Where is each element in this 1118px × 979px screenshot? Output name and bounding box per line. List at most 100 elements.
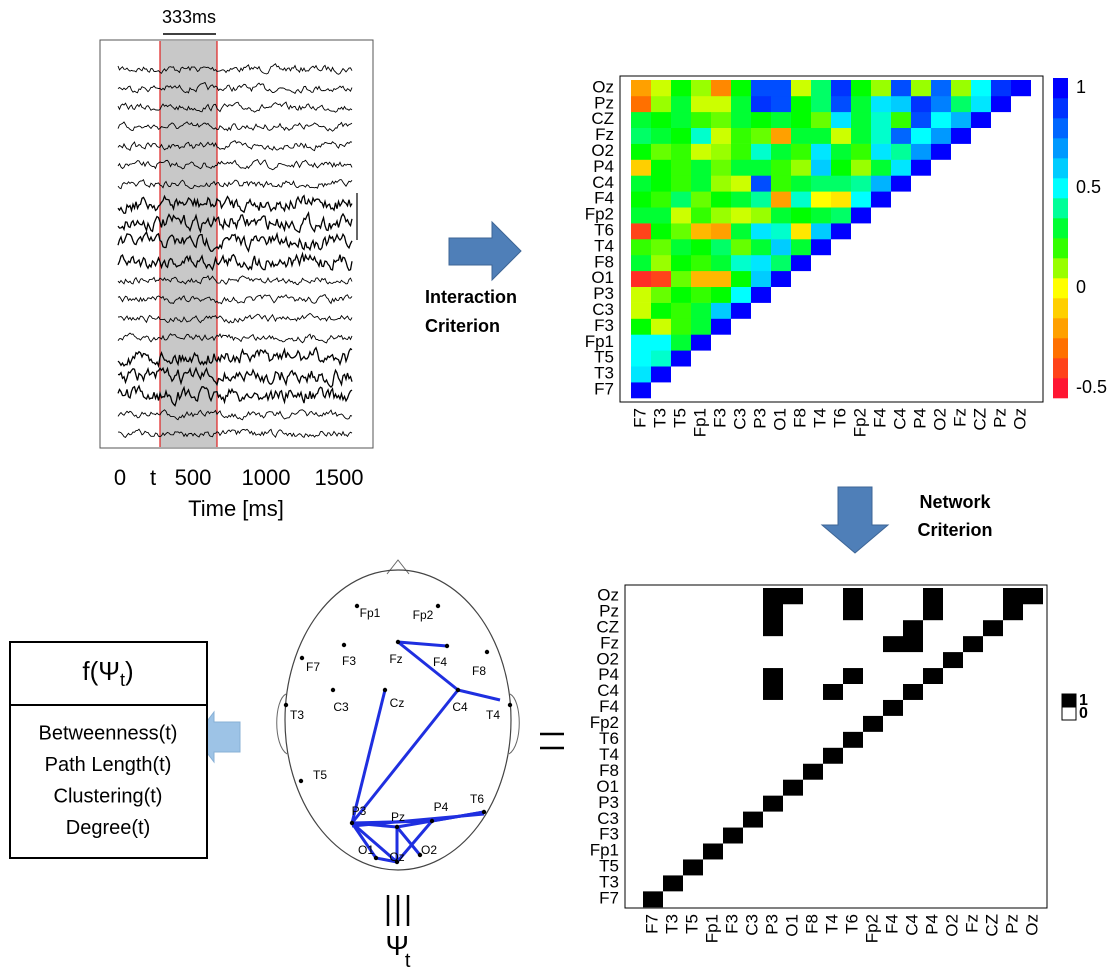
heatmap-cell bbox=[671, 223, 691, 239]
heatmap-cell bbox=[691, 175, 711, 191]
matrix-cell bbox=[743, 636, 763, 652]
matrix-cell bbox=[923, 604, 943, 620]
matrix-cell bbox=[823, 620, 843, 636]
heatmap-cell bbox=[951, 128, 971, 144]
heatmap-cell bbox=[771, 255, 791, 271]
colorbar-block bbox=[1053, 338, 1068, 358]
matrix-cell bbox=[703, 700, 723, 716]
matrix-cell bbox=[943, 636, 963, 652]
heatmap-cell bbox=[891, 112, 911, 128]
heatmap-cell bbox=[771, 223, 791, 239]
heatmap-cell bbox=[791, 255, 811, 271]
heatmap-cell bbox=[731, 207, 751, 223]
heatmap-cell bbox=[951, 112, 971, 128]
measure-item: Path Length(t) bbox=[45, 754, 172, 776]
column-label: T4 bbox=[810, 408, 829, 428]
matrix-cell bbox=[763, 652, 783, 668]
matrix-cell bbox=[663, 700, 683, 716]
electrode bbox=[456, 688, 460, 692]
heatmap-cell bbox=[651, 128, 671, 144]
heatmap-cell bbox=[751, 255, 771, 271]
matrix-cell bbox=[643, 700, 663, 716]
heatmap-cell bbox=[791, 207, 811, 223]
matrix-cell bbox=[683, 827, 703, 843]
measure-item: Clustering(t) bbox=[54, 785, 163, 807]
matrix-cell bbox=[743, 811, 763, 827]
matrix-cell bbox=[883, 700, 903, 716]
eeg-traces bbox=[118, 64, 352, 438]
matrix-cell bbox=[643, 652, 663, 668]
matrix-cell bbox=[823, 684, 843, 700]
matrix-cell bbox=[723, 668, 743, 684]
heatmap-cell bbox=[911, 128, 931, 144]
column-label: F3 bbox=[722, 914, 741, 934]
matrix-cell bbox=[743, 732, 763, 748]
matrix-cell bbox=[883, 620, 903, 636]
matrix-cell bbox=[823, 652, 843, 668]
matrix-cell bbox=[823, 732, 843, 748]
electrode bbox=[485, 650, 489, 654]
heatmap-cell bbox=[871, 112, 891, 128]
heatmap-cell bbox=[791, 160, 811, 176]
matrix-cell bbox=[763, 668, 783, 684]
heatmap-cell bbox=[671, 239, 691, 255]
heatmap-cell bbox=[671, 319, 691, 335]
electrode-label: F4 bbox=[433, 655, 447, 669]
heatmap-cell bbox=[731, 223, 751, 239]
matrix-cell bbox=[743, 668, 763, 684]
matrix-cell bbox=[943, 604, 963, 620]
heatmap-cell bbox=[751, 128, 771, 144]
psi-subscript: t bbox=[405, 950, 411, 972]
colorbar-block bbox=[1053, 298, 1068, 318]
matrix-cell bbox=[743, 604, 763, 620]
matrix-cell bbox=[703, 604, 723, 620]
column-label: O2 bbox=[930, 408, 949, 431]
heatmap-cell bbox=[711, 128, 731, 144]
matrix-cell bbox=[763, 684, 783, 700]
matrix-cell bbox=[683, 859, 703, 875]
heatmap-cell bbox=[691, 112, 711, 128]
matrix-cell bbox=[803, 588, 823, 604]
heatmap-cell bbox=[791, 239, 811, 255]
matrix-cell bbox=[803, 668, 823, 684]
heatmap-cell bbox=[651, 191, 671, 207]
electrode bbox=[396, 640, 400, 644]
matrix-cell bbox=[663, 716, 683, 732]
legend-swatch bbox=[1062, 707, 1076, 720]
matrix-cell bbox=[863, 668, 883, 684]
electrode bbox=[331, 688, 335, 692]
column-label: P4 bbox=[922, 914, 941, 935]
heatmap-cell bbox=[771, 175, 791, 191]
heatmap-cell bbox=[751, 96, 771, 112]
matrix-cell bbox=[803, 684, 823, 700]
matrix-cell bbox=[923, 636, 943, 652]
matrix-cell bbox=[843, 652, 863, 668]
heatmap-cell bbox=[671, 255, 691, 271]
heatmap-cell bbox=[691, 271, 711, 287]
matrix-cell bbox=[663, 763, 683, 779]
matrix-cell bbox=[643, 668, 663, 684]
matrix-cell bbox=[783, 700, 803, 716]
matrix-cell bbox=[703, 811, 723, 827]
heatmap-cell bbox=[631, 128, 651, 144]
heatmap-cell bbox=[971, 96, 991, 112]
electrode-label: T3 bbox=[290, 708, 304, 722]
matrix-cell bbox=[703, 795, 723, 811]
heatmap-cell bbox=[731, 271, 751, 287]
column-label: Pz bbox=[990, 408, 1009, 428]
matrix-cell bbox=[683, 636, 703, 652]
heatmap-cell bbox=[631, 80, 651, 96]
matrix-cell bbox=[763, 604, 783, 620]
column-label: T3 bbox=[662, 914, 681, 934]
heatmap-cell bbox=[651, 303, 671, 319]
matrix-cell bbox=[943, 588, 963, 604]
eeg-trace bbox=[118, 141, 352, 151]
electrode bbox=[355, 604, 359, 608]
electrode-label: P3 bbox=[352, 804, 367, 818]
heatmap-cell bbox=[911, 144, 931, 160]
column-label: F4 bbox=[870, 408, 889, 428]
electrode bbox=[436, 604, 440, 608]
matrix-cell bbox=[803, 636, 823, 652]
x-tick-label: 1500 bbox=[315, 465, 364, 490]
heatmap-cell bbox=[851, 191, 871, 207]
